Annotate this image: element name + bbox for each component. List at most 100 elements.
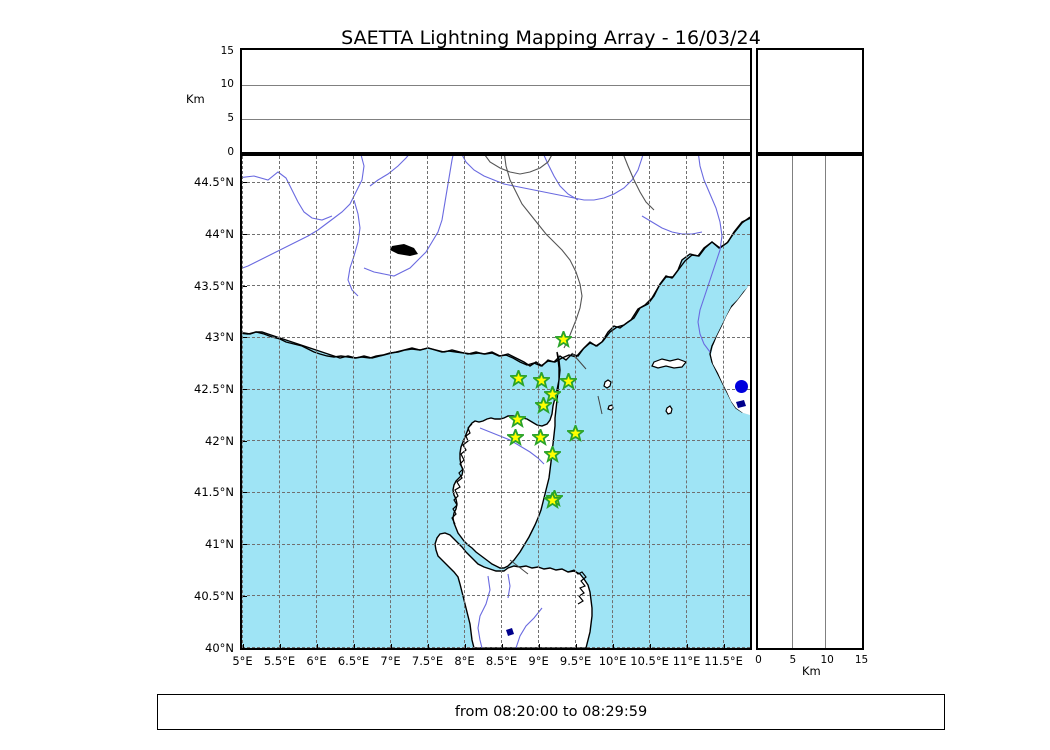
graticule-meridian-8E [464, 156, 466, 648]
map-xtick-11: 10.5°E [630, 654, 669, 668]
border-switzerland [484, 156, 552, 175]
map-ytickmark-0 [242, 647, 247, 649]
track-ne-1 [571, 352, 587, 370]
map-xtick-1: 5.5°E [263, 654, 296, 668]
lightning-source-marker [735, 380, 749, 393]
map-xtick-8: 9°E [528, 654, 549, 668]
map-ytickmark-8 [242, 234, 247, 236]
graticule-meridian-6E [316, 156, 317, 648]
graticule-parallel-40N [242, 647, 750, 648]
map-xtick-4: 7°E [380, 654, 401, 668]
river-isere [369, 156, 409, 187]
right-panel-axis-label: Km [802, 664, 821, 678]
map-ytick-1: 40.5°N [194, 588, 234, 603]
map-xtickmark-7 [501, 643, 503, 648]
map-xtick-2: 6°E [306, 654, 327, 668]
graticule-parallel-43N [242, 336, 750, 338]
panel-altitude-vs-latitude[interactable] [756, 154, 864, 650]
top-ytick-1: 5 [227, 111, 234, 124]
map-xtick-12: 11°E [672, 654, 701, 668]
coastline-sardinia-ne-detail [567, 569, 587, 605]
map-canvas[interactable] [242, 156, 750, 648]
top-gridline-5 [242, 119, 750, 121]
panel-map[interactable] [240, 154, 752, 650]
top-panel-axis-label: Km [186, 92, 205, 106]
lagoon-sardinia-a [506, 628, 514, 636]
river-adige [543, 156, 579, 201]
graticule-meridian-10E [612, 156, 614, 648]
map-xtickmark-3 [353, 643, 355, 648]
map-ytickmark-3 [242, 492, 247, 494]
panel-altitude-vs-longitude[interactable] [240, 48, 752, 154]
map-ytick-5: 42.5°N [194, 382, 234, 397]
map-xtick-7: 8.5°E [485, 654, 518, 668]
page-title: SAETTA Lightning Mapping Array - 16/03/2… [341, 27, 761, 49]
graticule-parallel-44N [242, 233, 750, 235]
map-xtick-10: 10°E [598, 654, 627, 668]
landmass-sardinia [434, 532, 593, 648]
graticule-meridian-11E [686, 156, 688, 648]
river-saone [242, 156, 365, 269]
graticule-parallel-42.5N [242, 388, 750, 390]
map-ytick-3: 41.5°N [194, 485, 234, 500]
map-ytickmark-1 [242, 595, 247, 597]
map-xtick-9: 9.5°E [559, 654, 592, 668]
coast-marker-italy [736, 400, 746, 408]
time-range-text: from 08:20:00 to 08:29:59 [454, 704, 648, 720]
map-ytickmark-5 [242, 389, 247, 391]
map-xtickmark-11 [649, 643, 651, 648]
island-elba [651, 358, 687, 369]
landmass-continental-europe [242, 156, 750, 367]
graticule-meridian-9.5E [575, 156, 577, 648]
map-xtickmark-8 [538, 643, 540, 648]
island-capraia [603, 379, 612, 389]
map-xtickmark-9 [575, 643, 577, 648]
landmass-corsica [452, 351, 561, 569]
track-se-1 [509, 559, 529, 575]
map-ytick-0: 40°N [205, 640, 234, 655]
map-ytickmark-6 [242, 337, 247, 339]
river-rhone [242, 171, 333, 221]
right-gridline-5 [791, 156, 793, 648]
map-xtickmark-0 [242, 643, 244, 648]
right-xtick-0: 0 [755, 654, 762, 666]
graticule-parallel-41.5N [242, 491, 750, 493]
right-xtick-1: 5 [789, 654, 797, 666]
river-sardinia-flumendosa [515, 607, 543, 648]
map-ytick-4: 42°N [205, 433, 234, 448]
map-ytickmark-2 [242, 544, 247, 546]
graticule-meridian-5E [242, 156, 243, 648]
graticule-parallel-43.5N [242, 285, 750, 287]
border-italy-east [623, 156, 655, 211]
map-ytick-8: 44°N [205, 227, 234, 242]
map-xtickmark-13 [723, 643, 725, 648]
panel-corner[interactable] [756, 48, 864, 154]
status-bar[interactable]: from 08:20:00 to 08:29:59 [157, 694, 945, 730]
river-sardinia-coghinas [507, 573, 511, 599]
graticule-meridian-7.5E [427, 156, 429, 648]
graticule-parallel-40.5N [242, 595, 750, 597]
map-ytickmark-7 [242, 285, 247, 287]
river-sardinia-tirso [477, 575, 491, 648]
top-ytick-2: 10 [220, 78, 234, 91]
map-xtickmark-5 [427, 643, 429, 648]
map-ytick-9: 44.5°N [194, 175, 234, 190]
map-xtick-13: 11.5°E [704, 654, 743, 668]
map-ytickmark-9 [242, 182, 247, 184]
top-gridline-10 [242, 84, 750, 86]
island-giglio [607, 404, 614, 411]
coastline-corsica-west-detail [451, 423, 473, 525]
map-geometry [242, 156, 750, 648]
map-ytick-6: 43°N [205, 330, 234, 345]
map-xtickmark-2 [316, 643, 318, 648]
map-ytick-2: 41°N [205, 537, 234, 552]
graticule-meridian-10.5E [649, 156, 651, 648]
map-xtick-3: 6.5°E [337, 654, 370, 668]
map-xtickmark-4 [390, 643, 392, 648]
graticule-parallel-44.5N [242, 181, 750, 183]
island-montecristo [665, 405, 673, 415]
graticule-meridian-5.5E [279, 156, 280, 648]
landmass-italy-peninsula [711, 284, 750, 415]
right-xtick-2: 10 [820, 654, 834, 666]
